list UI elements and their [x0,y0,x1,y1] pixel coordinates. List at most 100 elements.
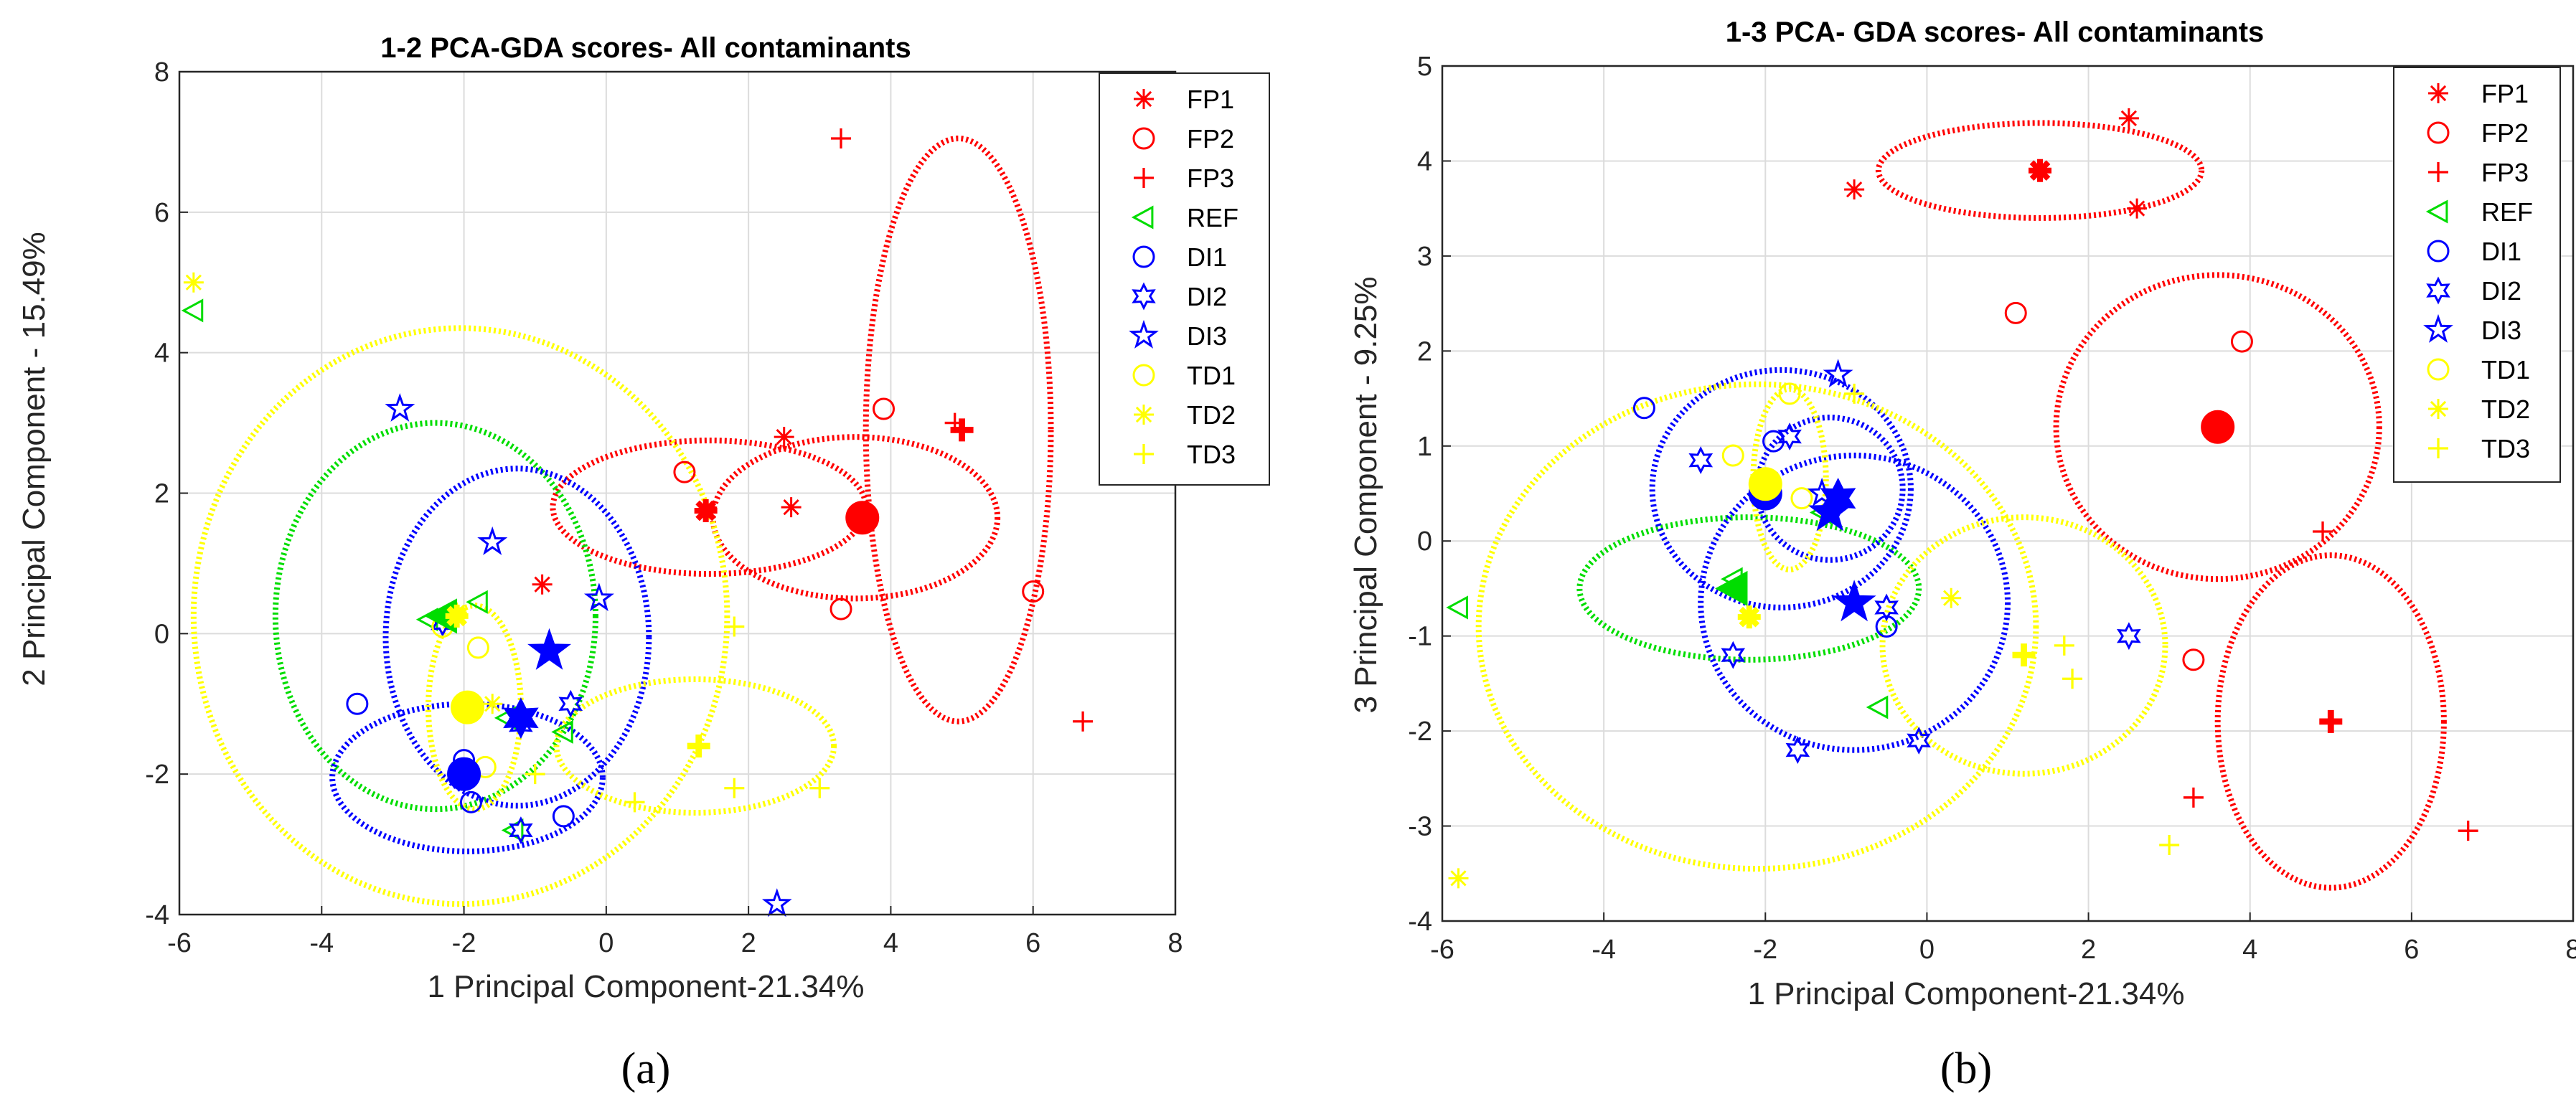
panel-b-legend-label: DI3 [2481,316,2521,345]
panel-b-legend-item-td2: TD2 [2428,395,2530,424]
panel-b-point-fp2 [2004,301,2027,324]
panel-b-point-ref [1866,695,1889,719]
panel-a-legend-item-fp1: FP1 [1134,85,1234,114]
panel-b-legend-label: DI1 [2481,237,2521,266]
panel-a-mean-td2 [445,604,469,628]
panel-b-ellipse-di2 [1754,415,1906,563]
panel-a-point-td1 [466,636,489,659]
panel-a-point-di3 [477,526,508,555]
panel-a-legend-item-td1: TD1 [1132,361,1236,390]
panel-a-xtick-label: -2 [452,928,476,958]
panel-b-ellipse-fp2 [2053,272,2382,582]
panel-b-point-di1 [1875,615,1898,638]
panel-b-ytick-label: 0 [1417,527,1432,557]
panel-a-point-fp2 [829,598,852,620]
panel-a-point-fp1 [774,427,794,448]
panel-b-legend-item-di3: DI3 [2423,313,2521,345]
panel-b-ytick-label: 4 [1417,146,1432,176]
panel-a-point-ref [551,719,573,744]
panel-b-ylabel: 3 Principal Component - 9.25% [1348,277,1383,714]
panel-b-legend-label: FP1 [2481,79,2529,108]
panel-b-point-di2 [1785,736,1810,765]
panel-a-ellipse-td3 [553,676,837,816]
panel-b-xtick-label: 4 [2242,935,2257,965]
panel-a-xlabel: 1 Principal Component-21.34% [427,969,864,1004]
panel-a-legend-label: DI3 [1187,321,1227,351]
panel-a-xtick-label: 2 [741,928,756,958]
panel-b-mean-td3 [2012,643,2036,667]
panel-b-xtick-label: 6 [2404,935,2419,965]
panel-b-point-td3 [2054,635,2074,656]
panel-b-xtick-label: -6 [1430,935,1454,965]
panel-b-ytick-label: -3 [1408,812,1432,842]
panel-a-legend-label: DI1 [1187,242,1227,272]
panel-b-point-di2 [1907,727,1931,755]
panel-a-xtick-label: 6 [1025,928,1040,958]
panel-b-legend-box [2393,67,2561,483]
panel-b-legend-label: TD3 [2481,434,2530,463]
panel-a-caption: (a) [621,1044,671,1093]
panel-b-ytick-label: -1 [1408,622,1432,652]
panel-a-mean-di2 [503,697,539,739]
panel-a-point-di3 [583,582,614,612]
panel-a-point-ref [466,590,488,614]
panel-a-xtick-label: -6 [167,928,192,958]
panel-a-legend-item-td2: TD2 [1134,400,1236,430]
panel-b-xtick-label: -2 [1753,935,1777,965]
panel-a-point-td3 [724,778,745,798]
panel-a-mean-fp1 [694,499,718,522]
panel-b-ellipse-di3 [1698,453,2011,753]
panel-a-legend-item-fp3: FP3 [1134,164,1234,193]
panel-b-point-fp1 [2118,108,2139,128]
panel-a-point-di2 [509,816,533,844]
panel-b-point-ref [1446,595,1468,620]
panel-b-mean-di3b [1808,489,1852,532]
panel-a-xtick-label: -4 [309,928,334,958]
panel-b-ytick-label: 2 [1417,336,1432,367]
panel-a-legend-label: DI2 [1187,282,1227,311]
panel-b-ellipse-di1 [1649,367,1914,610]
panel-a-legend-label: FP3 [1187,164,1234,193]
panel-b-ytick-label: 5 [1417,52,1432,82]
panel-b-legend-item-fp2: FP2 [2427,118,2529,148]
panel-b-ytick-label: -2 [1408,717,1432,747]
panel-b-legend-label: FP2 [2481,118,2529,148]
panel-b-point-td1 [1778,382,1801,405]
panel-b-ellipse-td2 [1475,381,2039,872]
panel-a-legend-label: TD1 [1187,361,1236,390]
panel-b-legend-item-td3: TD3 [2428,434,2530,463]
panel-b-legend-item-fp3: FP3 [2428,158,2529,187]
panel-b-point-di3 [1823,359,1853,388]
panel-a-xtick-label: 4 [883,928,898,958]
panel-b-point-td2 [1941,587,1962,608]
panel-a-xtick-label: 8 [1167,928,1183,958]
panel-a-mean-td3 [687,735,710,757]
panel-b-point-fp1 [2127,198,2148,219]
panel-a-ylabel: 2 Principal Component - 15.49% [17,232,52,686]
panel-a-ytick-label: 4 [154,339,169,369]
panel-b-mean-di3 [1832,580,1876,622]
panel-b-point-td3 [1844,383,1865,404]
panel-a-point-di1 [346,692,369,715]
panel-b-legend-item-fp1: FP1 [2428,79,2529,108]
panel-a-point-td3 [724,616,745,637]
panel-b-ytick-label: 1 [1417,432,1432,462]
panel-a-markers [181,128,1094,917]
panel-b-ellipse-td3 [1879,514,2168,777]
panel-a-mean-fp3 [950,418,974,442]
panel-b-point-fp2 [2182,648,2205,671]
panel-a-point-fp3 [831,128,852,149]
panel-b-point-di2 [1688,446,1714,474]
panel-a-ytick-label: 6 [154,198,169,228]
panel-a-point-fp2 [873,397,896,420]
panel-a-point-td2 [183,272,204,293]
panel-a-mean-td1 [451,690,485,724]
panel-a-point-di3 [761,888,792,917]
panel-b-xtick-label: -4 [1592,935,1616,965]
panel-b-ellipse-fp3 [2214,552,2447,891]
panel-b-legend-label: TD1 [2481,355,2530,384]
